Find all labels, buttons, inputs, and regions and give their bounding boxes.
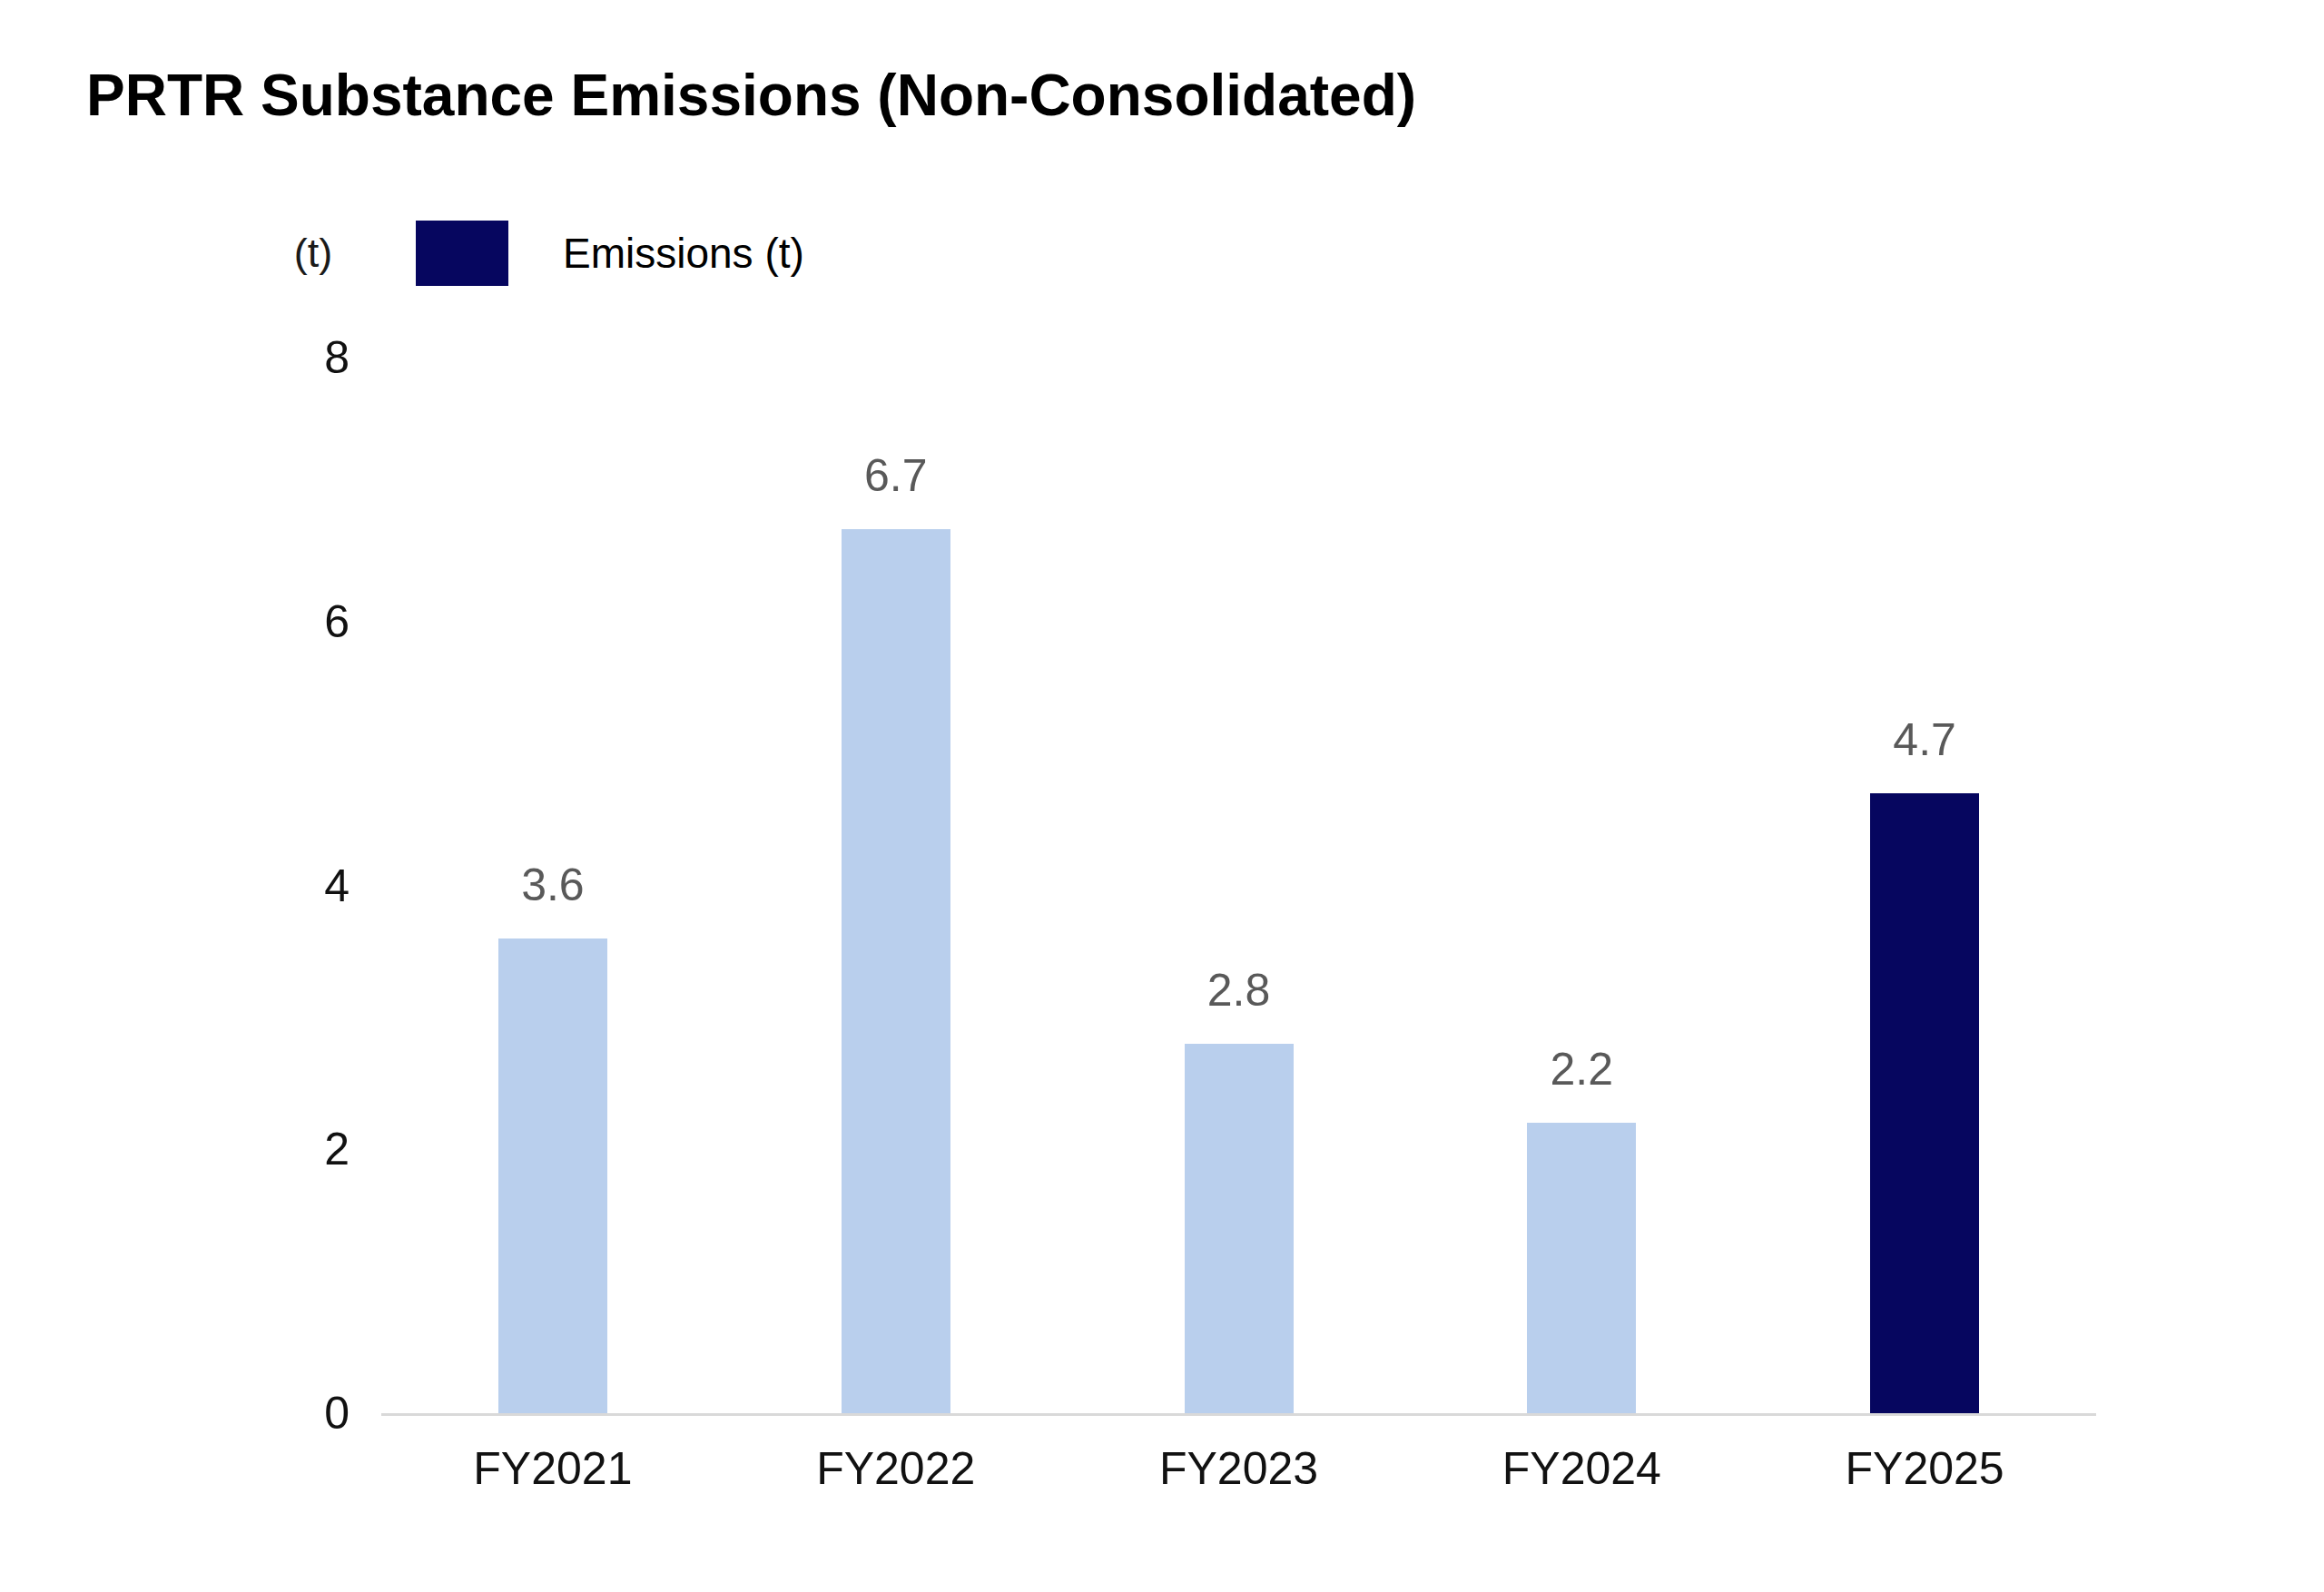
chart-title: PRTR Substance Emissions (Non-Consolidat…: [86, 62, 1416, 129]
x-axis-tick-label-fy2025: FY2025: [1846, 1442, 2004, 1495]
legend-swatch-emissions: [416, 221, 508, 286]
y-axis-tick-label: 2: [168, 1123, 350, 1175]
y-axis-tick-label: 8: [168, 331, 350, 384]
bar-value-label-fy2024: 2.2: [1551, 1043, 1614, 1096]
bar-value-label-fy2025: 4.7: [1893, 713, 1956, 766]
x-axis-tick-label-fy2023: FY2023: [1159, 1442, 1318, 1495]
bar-fy2025: [1870, 793, 1979, 1413]
y-axis-tick-label: 6: [168, 595, 350, 648]
bar-value-label-fy2021: 3.6: [521, 859, 585, 911]
x-axis-tick-label-fy2022: FY2022: [816, 1442, 975, 1495]
legend: Emissions (t): [416, 221, 804, 286]
bar-value-label-fy2022: 6.7: [864, 449, 928, 502]
x-axis-line: [381, 1413, 2096, 1416]
bar-value-label-fy2023: 2.8: [1207, 964, 1271, 1017]
y-axis-tick-label: 0: [168, 1387, 350, 1440]
chart-canvas: PRTR Substance Emissions (Non-Consolidat…: [0, 0, 2324, 1592]
y-axis-unit-label: (t): [259, 221, 368, 286]
x-axis-tick-label-fy2024: FY2024: [1502, 1442, 1661, 1495]
bar-fy2024: [1527, 1123, 1636, 1413]
bar-fy2023: [1185, 1044, 1294, 1413]
legend-label-emissions: Emissions (t): [563, 229, 804, 278]
bar-fy2022: [842, 529, 950, 1413]
y-axis-tick-label: 4: [168, 860, 350, 912]
x-axis-tick-label-fy2021: FY2021: [473, 1442, 632, 1495]
bar-fy2021: [498, 938, 607, 1413]
